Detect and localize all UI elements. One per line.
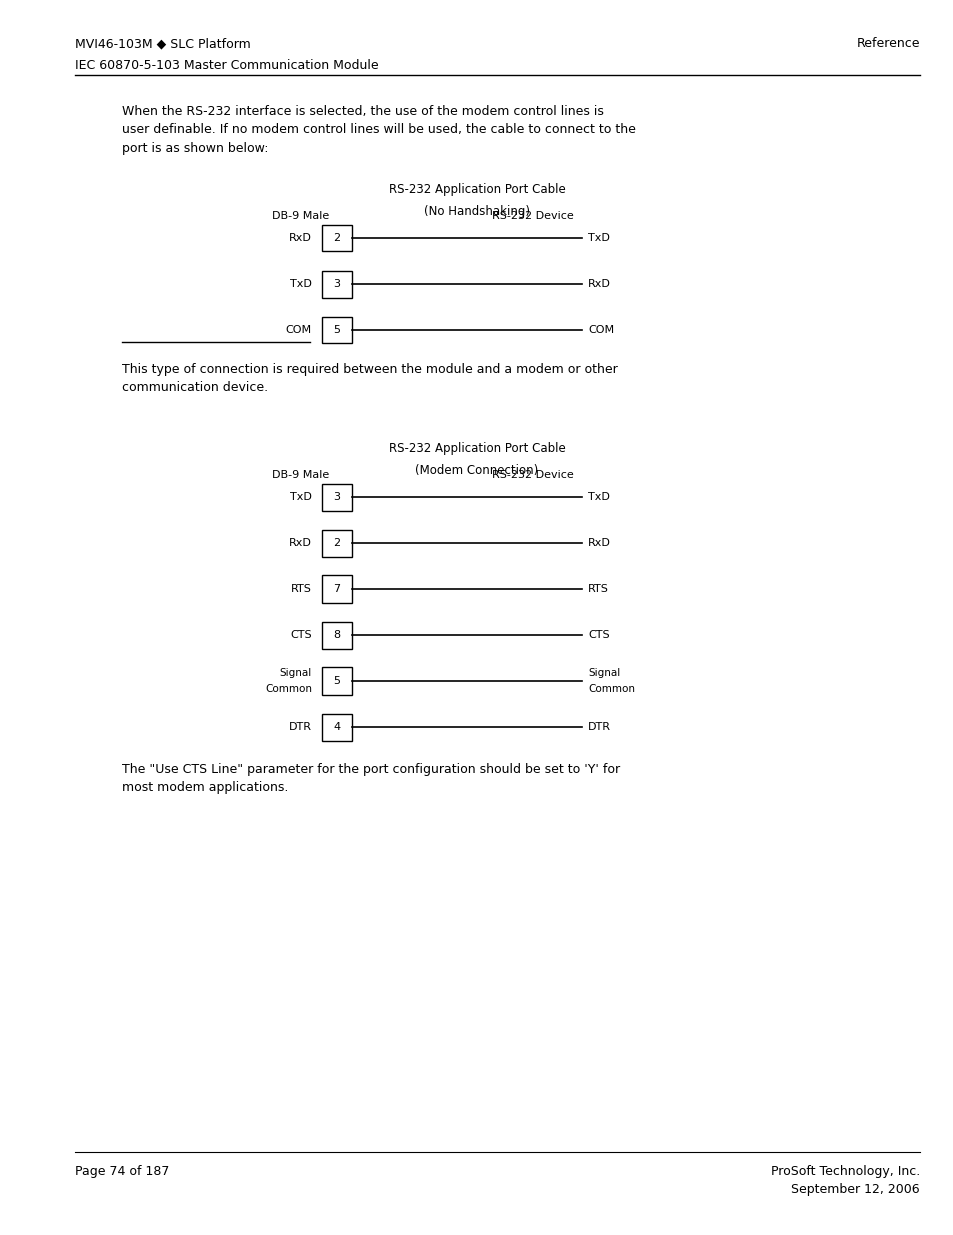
- Text: Common: Common: [587, 684, 635, 694]
- Text: 5: 5: [334, 676, 340, 685]
- Text: 2: 2: [334, 538, 340, 548]
- Text: Signal: Signal: [279, 668, 312, 678]
- Text: Common: Common: [265, 684, 312, 694]
- Text: DB-9 Male: DB-9 Male: [272, 471, 329, 480]
- Text: When the RS-232 interface is selected, the use of the modem control lines is
use: When the RS-232 interface is selected, t…: [122, 105, 636, 156]
- Text: 8: 8: [334, 630, 340, 640]
- Text: 4: 4: [334, 722, 340, 732]
- Text: 7: 7: [334, 584, 340, 594]
- Text: (No Handshaking): (No Handshaking): [423, 205, 530, 219]
- Text: TxD: TxD: [587, 233, 609, 243]
- Text: RxD: RxD: [289, 233, 312, 243]
- Text: 5: 5: [334, 325, 340, 335]
- Text: TxD: TxD: [290, 279, 312, 289]
- Text: The "Use CTS Line" parameter for the port configuration should be set to 'Y' for: The "Use CTS Line" parameter for the por…: [122, 763, 619, 794]
- Text: DB-9 Male: DB-9 Male: [272, 211, 329, 221]
- Text: Page 74 of 187: Page 74 of 187: [75, 1165, 170, 1178]
- Text: 3: 3: [334, 492, 340, 501]
- Text: Reference: Reference: [856, 37, 919, 49]
- Text: 2: 2: [334, 233, 340, 243]
- Text: RTS: RTS: [587, 584, 608, 594]
- Text: COM: COM: [286, 325, 312, 335]
- Text: IEC 60870-5-103 Master Communication Module: IEC 60870-5-103 Master Communication Mod…: [75, 59, 378, 72]
- Text: RxD: RxD: [587, 279, 610, 289]
- Text: MVI46-103M ◆ SLC Platform: MVI46-103M ◆ SLC Platform: [75, 37, 251, 49]
- Text: RxD: RxD: [289, 538, 312, 548]
- Text: CTS: CTS: [290, 630, 312, 640]
- Text: TxD: TxD: [587, 492, 609, 501]
- Text: 3: 3: [334, 279, 340, 289]
- Text: RTS: RTS: [291, 584, 312, 594]
- Text: COM: COM: [587, 325, 614, 335]
- Text: (Modem Connection): (Modem Connection): [415, 464, 538, 477]
- Text: CTS: CTS: [587, 630, 609, 640]
- Text: September 12, 2006: September 12, 2006: [791, 1183, 919, 1195]
- Text: RS-232 Device: RS-232 Device: [492, 471, 573, 480]
- Text: RxD: RxD: [587, 538, 610, 548]
- Text: Signal: Signal: [587, 668, 619, 678]
- Text: RS-232 Device: RS-232 Device: [492, 211, 573, 221]
- Text: RS-232 Application Port Cable: RS-232 Application Port Cable: [388, 442, 565, 454]
- Text: TxD: TxD: [290, 492, 312, 501]
- Text: DTR: DTR: [587, 722, 610, 732]
- Text: RS-232 Application Port Cable: RS-232 Application Port Cable: [388, 183, 565, 196]
- Text: This type of connection is required between the module and a modem or other
comm: This type of connection is required betw…: [122, 363, 618, 394]
- Text: DTR: DTR: [289, 722, 312, 732]
- Text: ProSoft Technology, Inc.: ProSoft Technology, Inc.: [770, 1165, 919, 1178]
